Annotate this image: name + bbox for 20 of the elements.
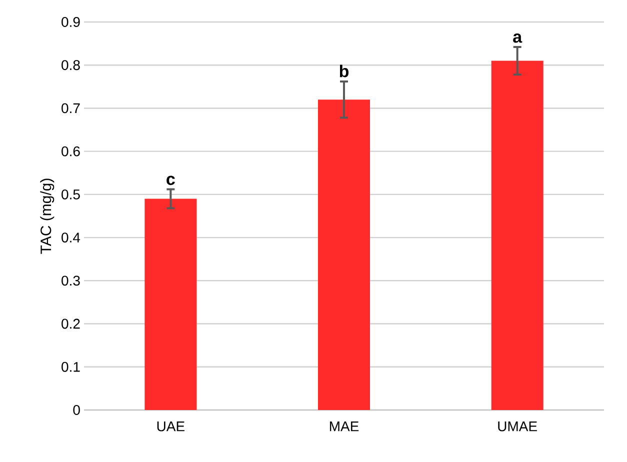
bar bbox=[144, 198, 197, 410]
annotation: b bbox=[340, 64, 348, 78]
annotation: c bbox=[166, 176, 175, 186]
bar bbox=[491, 60, 544, 410]
y-tick-label: 0.5 bbox=[62, 189, 80, 200]
y-tick-label: 0.8 bbox=[62, 60, 80, 70]
y-tick-label: 0.2 bbox=[62, 318, 80, 329]
y-tick-label: 0.6 bbox=[62, 146, 80, 156]
y-tick-label: 0.7 bbox=[62, 103, 80, 114]
bar bbox=[318, 100, 370, 410]
annotation: a bbox=[513, 33, 522, 43]
x-tick-label: UMAE bbox=[498, 422, 537, 432]
y-tick-label: 0.1 bbox=[62, 362, 80, 372]
y-tick-label: 0.9 bbox=[62, 17, 80, 27]
y-axis-title: TAC (mg/g) bbox=[40, 178, 54, 254]
y-tick-label: 0.3 bbox=[62, 276, 80, 286]
x-tick-label: UAE bbox=[157, 422, 184, 432]
y-tick-label: 0.4 bbox=[62, 232, 80, 243]
x-tick-label: MAE bbox=[330, 422, 359, 432]
y-tick-label: 0 bbox=[73, 405, 80, 415]
